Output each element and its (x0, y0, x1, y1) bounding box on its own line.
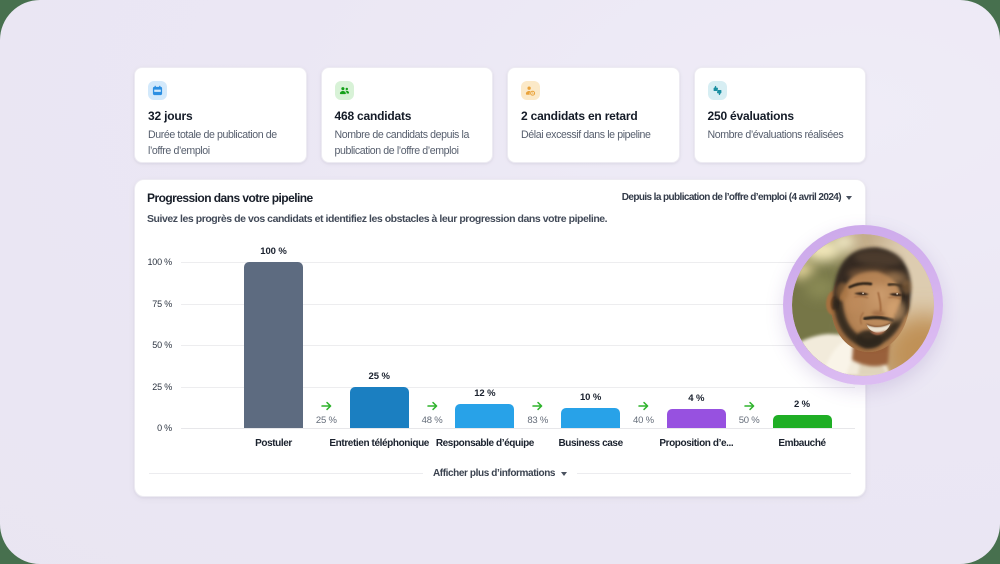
pipeline-card: 0 % 25 % 50 % 75 % 100 % 100 % Postuler 25 % 25 … (134, 179, 866, 497)
stat-title: 32 jours (148, 109, 193, 123)
conversion-rate: 25 % (296, 401, 356, 426)
x-axis-label: Responsable d’équipe (435, 438, 535, 449)
gridline (181, 262, 855, 263)
divider (149, 473, 423, 474)
stat-cards-row: 32 jours Durée totale de publication de l… (134, 67, 866, 163)
arrow-right-icon (719, 401, 779, 413)
stat-card: 2 candidats en retard Délai excessif dans… (507, 67, 680, 163)
bar-4[interactable] (666, 409, 726, 428)
x-axis-label: Proposition d’e... (659, 438, 734, 449)
candidate-avatar (783, 225, 943, 385)
divider (577, 473, 852, 474)
stat-title: 2 candidats en retard (521, 109, 638, 123)
x-axis-label: Entretien téléphonique (329, 438, 429, 449)
y-axis-tick: 50 % (152, 340, 172, 350)
bar-2[interactable] (455, 404, 515, 428)
show-more-button[interactable]: Afficher plus d’informations (432, 468, 568, 479)
user-clock-icon (521, 81, 540, 100)
gridline (181, 428, 855, 429)
y-axis-tick: 0 % (157, 423, 172, 433)
bar-value-label: 4 % (688, 393, 705, 404)
y-axis-tick: 100 % (147, 257, 172, 267)
thumbs-icon (707, 81, 727, 100)
stat-description: Délai excessif dans le pipeline (521, 129, 651, 141)
x-axis-label: Postuler (255, 438, 292, 449)
stat-title: 468 candidats (334, 109, 412, 123)
arrow-right-icon (402, 401, 462, 413)
x-axis-label: Business case (558, 438, 623, 449)
chevron-down-icon (846, 196, 852, 200)
conversion-rate: 83 % (508, 401, 568, 426)
stat-description: Nombre de candidats depuis la publicatio… (334, 129, 470, 157)
candidate-photo (792, 234, 934, 376)
arrow-right-icon (613, 401, 673, 413)
users-icon (334, 81, 354, 100)
pipeline-subtitle: Suivez les progrès de vos candidats et i… (147, 213, 608, 225)
pipeline-chart: 0 % 25 % 50 % 75 % 100 % 100 % Postuler 25 % 25 … (135, 180, 865, 496)
conversion-rate-label: 50 % (738, 415, 760, 426)
arrow-right-icon (296, 401, 356, 413)
bar-1[interactable] (349, 387, 409, 428)
bar-value-label: 100 % (260, 246, 287, 257)
bar-value-label: 10 % (579, 392, 602, 403)
bar-0[interactable] (244, 262, 303, 428)
stat-card: 468 candidats Nombre de candidats depuis … (320, 67, 493, 163)
conversion-rate: 48 % (402, 401, 462, 426)
gridline (181, 345, 855, 346)
chevron-down-icon (561, 472, 568, 476)
stat-description: Durée totale de publication de l’offre d… (148, 129, 277, 157)
y-axis-tick: 75 % (152, 298, 172, 309)
conversion-rate: 50 % (719, 401, 779, 426)
conversion-rate-label: 25 % (315, 415, 337, 426)
bar-3[interactable] (561, 408, 621, 428)
calendar-icon (148, 81, 167, 100)
bar-value-label: 12 % (474, 388, 496, 399)
show-more-label: Afficher plus d’informations (432, 468, 556, 479)
gridline (181, 386, 855, 388)
pipeline-card-footer: Afficher plus d’informations (149, 468, 852, 479)
bar-5[interactable] (772, 415, 832, 428)
conversion-rate-label: 83 % (527, 415, 549, 426)
x-axis-label: Embauché (778, 438, 826, 449)
dashboard-content: 32 jours Durée totale de publication de l… (134, 67, 866, 497)
gridline (181, 303, 855, 305)
conversion-rate-label: 40 % (633, 415, 654, 426)
bar-value-label: 2 % (793, 399, 811, 410)
arrow-right-icon (508, 401, 568, 413)
date-range-selector[interactable]: Depuis la publication de l’offre d’emplo… (622, 192, 852, 203)
stat-card: 32 jours Durée totale de publication de l… (134, 67, 307, 163)
stat-title: 250 évaluations (707, 109, 795, 123)
pipeline-card-header: Progression dans votre pipeline Depuis l… (147, 191, 852, 225)
conversion-rate: 40 % (613, 401, 673, 426)
bar-value-label: 25 % (368, 371, 390, 382)
pipeline-title: Progression dans votre pipeline (147, 191, 313, 205)
stat-card: 250 évaluations Nombre d’évaluations réal… (693, 67, 866, 163)
date-range-label: Depuis la publication de l’offre d’emplo… (621, 192, 842, 203)
chart-title-row: Progression dans votre pipeline Depuis l… (147, 191, 852, 205)
y-axis-tick: 25 % (152, 381, 172, 392)
conversion-rate-label: 48 % (421, 415, 443, 426)
stat-description: Nombre d’évaluations réalisées (707, 129, 844, 141)
